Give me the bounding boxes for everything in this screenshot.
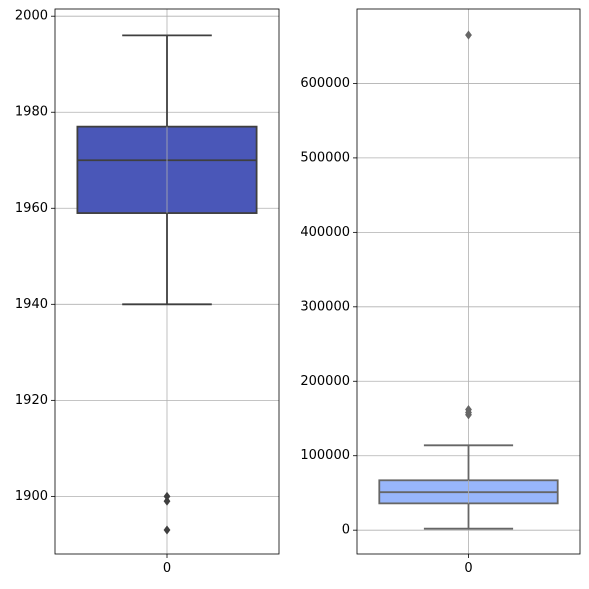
x-axis-right: 0 — [464, 554, 473, 576]
x-axis-left: 0 — [163, 554, 171, 576]
y-tick-label: 300000 — [300, 299, 350, 314]
y-tick-label: 1960 — [15, 201, 48, 216]
y-tick-label: 1940 — [15, 297, 48, 312]
y-tick-label: 400000 — [300, 225, 350, 240]
x-tick-label: 0 — [163, 561, 171, 576]
outlier-point — [465, 404, 472, 415]
outlier-point — [465, 30, 472, 40]
y-axis-right: 0 100000 200000 300000 400000 500000 600000 — [300, 76, 357, 538]
x-tick-label: 0 — [464, 561, 472, 576]
y-tick-label: 200000 — [300, 374, 350, 389]
y-axis-left: 1900 1920 1940 1960 1980 2000 — [15, 9, 55, 504]
y-tick-label: 0 — [342, 523, 350, 538]
y-tick-label: 600000 — [300, 76, 350, 91]
box-plot-right — [378, 30, 559, 530]
y-tick-label: 100000 — [300, 448, 350, 463]
y-tick-label: 1920 — [15, 393, 48, 408]
y-tick-label: 2000 — [15, 9, 48, 24]
outlier-point — [163, 496, 171, 506]
chart-left: 1900 1920 1940 1960 1980 2000 0 — [15, 8, 280, 576]
outlier-point — [163, 525, 171, 535]
chart-right: 0 100000 200000 300000 400000 500000 600000 0 — [300, 8, 581, 576]
y-tick-label: 500000 — [300, 150, 350, 165]
box-plot-left — [76, 34, 258, 535]
y-tick-label: 1980 — [15, 105, 48, 120]
y-tick-label: 1900 — [15, 489, 48, 504]
